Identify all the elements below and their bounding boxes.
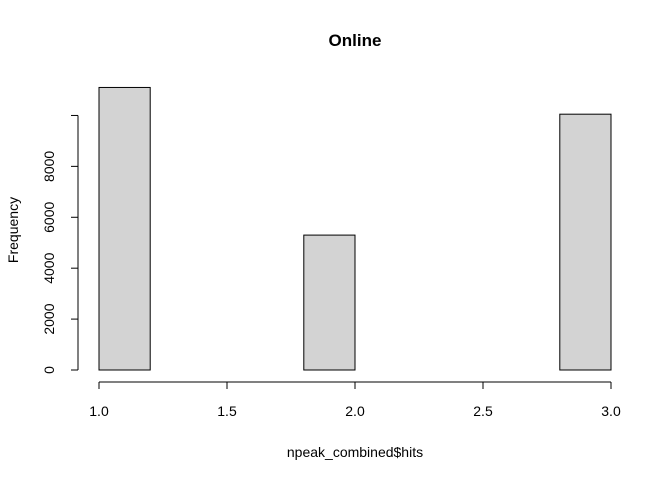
bars-group [98, 86, 612, 371]
histogram-bar [98, 86, 151, 371]
y-axis: 0 2000 4000 6000 8000 [41, 114, 79, 374]
x-tick-label: 1.5 [217, 403, 237, 419]
x-tick-label: 3.0 [601, 403, 621, 419]
y-tick-label: 4000 [41, 252, 57, 283]
y-tick-label: 2000 [41, 303, 57, 334]
x-axis-label: npeak_combined$hits [287, 444, 423, 460]
chart-title: Online [329, 31, 382, 50]
y-tick-label: 6000 [41, 201, 57, 232]
histogram-bar [559, 113, 612, 371]
y-tick-label: 8000 [41, 151, 57, 182]
x-tick-label: 2.5 [473, 403, 493, 419]
x-tick-label: 1.0 [89, 403, 109, 419]
x-tick-label: 2.0 [345, 403, 365, 419]
y-tick-label: 0 [41, 366, 57, 374]
x-axis: 1.0 1.5 2.0 2.5 3.0 [89, 381, 621, 419]
histogram-bar [303, 234, 356, 371]
y-axis-label: Frequency [5, 197, 21, 263]
